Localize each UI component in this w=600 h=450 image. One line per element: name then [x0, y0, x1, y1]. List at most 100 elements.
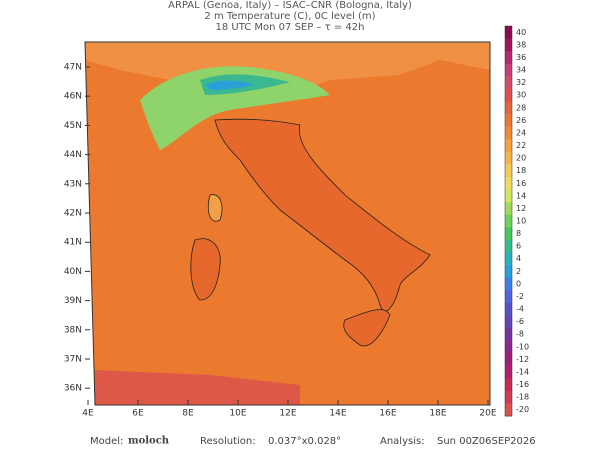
lon-label: 8E: [182, 409, 194, 419]
map-area: [84, 41, 491, 406]
lat-label: 45N: [64, 121, 82, 131]
colorbar-label: 10: [516, 217, 526, 226]
colorbar-swatch: [505, 290, 512, 304]
colorbar-label: 34: [516, 66, 526, 75]
lat-label: 41N: [64, 238, 82, 248]
colorbar-label: -12: [516, 355, 529, 364]
colorbar-label: -10: [516, 342, 529, 351]
header-line: 2 m Temperature (C), 0C level (m): [204, 11, 375, 22]
lat-label: 42N: [64, 209, 82, 219]
colorbar-label: -14: [516, 367, 529, 376]
colorbar-label: 32: [516, 78, 526, 87]
colorbar-swatch: [505, 302, 512, 316]
colorbar-swatch: [505, 139, 512, 153]
alps-peak: [205, 80, 255, 90]
colorbar-label: 6: [516, 242, 521, 251]
colorbar-label: 26: [516, 116, 526, 125]
colorbar-swatch: [505, 189, 512, 203]
footer-value: Sun 00Z06SEP2026: [437, 436, 536, 447]
north-africa: [95, 370, 300, 405]
lat-label: 36N: [64, 384, 82, 394]
colorbar-swatch: [505, 239, 512, 253]
colorbar-swatch: [505, 88, 512, 102]
colorbar-swatch: [505, 340, 512, 354]
lat-label: 47N: [64, 63, 82, 73]
colorbar-label: 16: [516, 179, 526, 188]
lon-label: 16E: [379, 409, 396, 419]
colorbar-label: 36: [516, 53, 526, 62]
colorbar-label: 2: [516, 267, 521, 276]
header-line: 18 UTC Mon 07 SEP – τ = 42h: [216, 22, 365, 33]
colorbar-label: 18: [516, 166, 526, 175]
lon-label: 6E: [132, 409, 144, 419]
lon-label: 10E: [229, 409, 246, 419]
colorbar-label: -4: [516, 305, 524, 314]
footer-value: 0.037°x0.028°: [268, 436, 341, 447]
sicily: [343, 309, 391, 347]
sardinia: [190, 238, 221, 301]
colorbar-label: 24: [516, 128, 526, 137]
colorbar-swatch: [505, 76, 512, 90]
colorbar-swatch: [505, 151, 512, 165]
colorbar-swatch: [505, 126, 512, 140]
lat-label: 37N: [64, 355, 82, 365]
footer-label: Resolution:: [200, 436, 256, 447]
lat-label: 40N: [64, 267, 82, 277]
colorbar-swatch: [505, 51, 512, 65]
colorbar-label: 40: [516, 28, 526, 37]
footer-value: moloch: [128, 436, 170, 447]
lon-label: 14E: [329, 409, 346, 419]
colorbar-swatch: [505, 101, 512, 115]
colorbar-frame: [504, 25, 513, 417]
colorbar-swatch: [505, 63, 512, 77]
colorbar-swatch: [505, 353, 512, 367]
colorbar-swatch: [505, 38, 512, 52]
colorbar-swatch: [505, 176, 512, 191]
colorbar-swatch: [505, 214, 512, 228]
colorbar-label: -6: [516, 317, 524, 326]
colorbar-label: -20: [516, 405, 529, 414]
lon-label: 18E: [429, 409, 446, 419]
footer-label: Model:: [90, 436, 123, 447]
colorbar-label: 4: [516, 254, 521, 263]
colorbar-label: 8: [516, 229, 521, 238]
colorbar-label: 22: [516, 141, 526, 150]
lat-label: 44N: [64, 150, 82, 160]
colorbar-swatch: [505, 277, 512, 291]
colorbar-label: 28: [516, 103, 526, 112]
lat-label: 39N: [64, 296, 82, 306]
lon-label: 20E: [479, 409, 496, 419]
corsica: [207, 194, 223, 222]
colorbar-label: -8: [516, 330, 524, 339]
colorbar-swatch: [505, 227, 512, 241]
colorbar-swatch: [505, 327, 512, 342]
footer-label: Analysis:: [380, 436, 425, 447]
lon-label: 12E: [279, 409, 296, 419]
colorbar-label: -16: [516, 380, 529, 389]
colorbar-label: -18: [516, 393, 529, 402]
colorbar-label: 38: [516, 40, 526, 49]
colorbar-swatch: [505, 26, 512, 40]
lat-label: 43N: [64, 179, 82, 189]
colorbar-label: 20: [516, 154, 526, 163]
colorbar-swatch: [505, 365, 512, 379]
lat-label: 38N: [64, 325, 82, 335]
header-line: ARPAL (Genoa, Italy) – ISAC–CNR (Bologna…: [168, 0, 412, 11]
lon-label: 4E: [82, 409, 94, 419]
colorbar-label: -2: [516, 292, 524, 301]
colorbar-swatch: [505, 202, 512, 216]
italy-outline: [214, 118, 431, 312]
colorbar-label: 0: [516, 279, 521, 288]
map-frame: [84, 41, 491, 406]
colorbar-swatch: [505, 164, 512, 178]
alps: [140, 66, 330, 150]
colorbar-swatch: [505, 252, 512, 266]
colorbar-swatch: [505, 315, 512, 329]
colorbar-swatch: [505, 378, 512, 392]
colorbar-label: 30: [516, 91, 526, 100]
lat-label: 46N: [64, 92, 82, 102]
colorbar-label: 12: [516, 204, 526, 213]
colorbar-swatch: [505, 390, 512, 404]
colorbar-swatch: [505, 265, 512, 279]
